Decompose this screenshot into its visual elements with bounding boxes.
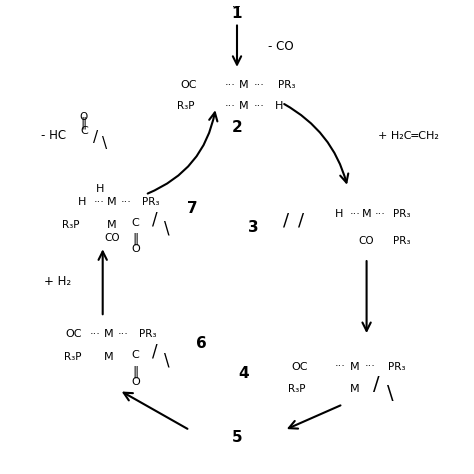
Text: 5: 5 xyxy=(232,430,242,445)
Text: O: O xyxy=(131,244,140,254)
Text: \: \ xyxy=(102,136,108,151)
Text: M: M xyxy=(239,80,249,90)
Text: 1: 1 xyxy=(232,6,242,21)
Text: 2: 2 xyxy=(232,120,242,135)
Text: M: M xyxy=(350,384,360,394)
Text: /: / xyxy=(373,374,379,393)
Text: C: C xyxy=(132,218,139,228)
Text: M: M xyxy=(104,352,114,362)
Text: H: H xyxy=(335,210,343,219)
Text: ···: ··· xyxy=(225,101,236,111)
Text: R₃P: R₃P xyxy=(62,220,79,230)
Text: PR₃: PR₃ xyxy=(389,362,406,372)
Text: PR₃: PR₃ xyxy=(143,197,160,207)
Text: PR₃: PR₃ xyxy=(393,210,410,219)
Text: ···: ··· xyxy=(374,210,385,219)
Text: OC: OC xyxy=(65,328,82,338)
Text: M: M xyxy=(362,210,372,219)
Text: PR₃: PR₃ xyxy=(393,236,410,246)
Text: + H₂C═CH₂: + H₂C═CH₂ xyxy=(378,131,439,141)
Text: ···: ··· xyxy=(335,362,346,372)
Text: H: H xyxy=(275,101,283,111)
Text: ···: ··· xyxy=(365,362,375,372)
Text: M: M xyxy=(107,220,117,230)
Text: PR₃: PR₃ xyxy=(278,80,295,90)
Text: ···: ··· xyxy=(254,80,264,90)
Text: O: O xyxy=(131,377,140,387)
Text: /: / xyxy=(152,210,157,228)
Text: M: M xyxy=(350,362,360,372)
Text: R₃P: R₃P xyxy=(288,384,305,394)
Text: CO: CO xyxy=(104,233,120,244)
Text: ···: ··· xyxy=(254,101,264,111)
Text: /: / xyxy=(152,343,157,361)
Text: H: H xyxy=(96,184,105,194)
Text: \: \ xyxy=(164,351,170,369)
Text: M: M xyxy=(104,328,114,338)
Text: - HC: - HC xyxy=(41,129,66,142)
Text: CO: CO xyxy=(359,236,374,246)
Text: \: \ xyxy=(387,384,393,403)
Text: ···: ··· xyxy=(349,210,360,219)
Text: ···: ··· xyxy=(94,197,105,207)
Text: OC: OC xyxy=(181,80,197,90)
Text: ‖: ‖ xyxy=(81,117,87,129)
Text: M: M xyxy=(107,197,117,207)
Text: C: C xyxy=(80,126,88,136)
Text: H: H xyxy=(78,197,86,207)
Text: OC: OC xyxy=(291,362,308,372)
Text: - CO: - CO xyxy=(268,40,293,53)
Text: ···: ··· xyxy=(233,2,241,12)
Text: C: C xyxy=(132,350,139,360)
Text: 3: 3 xyxy=(248,220,259,235)
Text: M: M xyxy=(239,101,249,111)
Text: PR₃: PR₃ xyxy=(139,328,156,338)
Text: ‖: ‖ xyxy=(133,233,139,246)
Text: \: \ xyxy=(164,220,169,238)
Text: /: / xyxy=(298,211,304,229)
Text: ···: ··· xyxy=(121,197,132,207)
Text: 4: 4 xyxy=(239,366,249,381)
Text: + H₂: + H₂ xyxy=(44,275,71,288)
Text: R₃P: R₃P xyxy=(64,352,82,362)
Text: /: / xyxy=(93,129,98,145)
Text: O: O xyxy=(80,112,88,122)
Text: 7: 7 xyxy=(187,201,198,216)
Text: ···: ··· xyxy=(118,328,128,338)
Text: ‖: ‖ xyxy=(133,366,139,379)
Text: R₃P: R₃P xyxy=(177,101,195,111)
Text: ···: ··· xyxy=(225,80,236,90)
Text: /: / xyxy=(283,211,290,229)
Text: ···: ··· xyxy=(90,328,101,338)
Text: 6: 6 xyxy=(196,336,207,351)
